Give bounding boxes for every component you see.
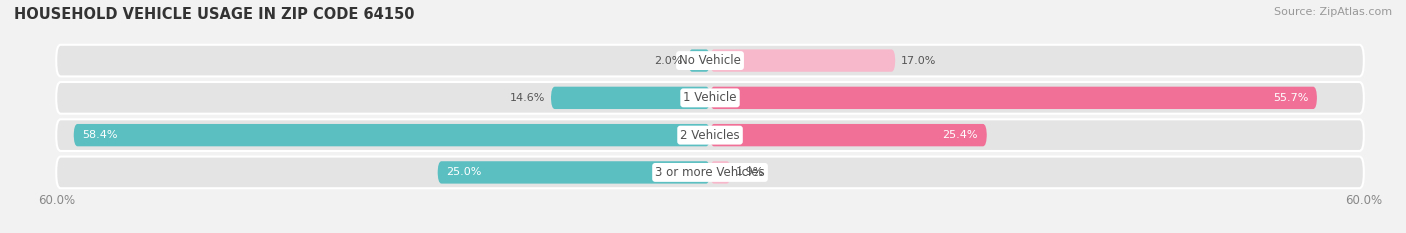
FancyBboxPatch shape	[73, 124, 710, 146]
Text: HOUSEHOLD VEHICLE USAGE IN ZIP CODE 64150: HOUSEHOLD VEHICLE USAGE IN ZIP CODE 6415…	[14, 7, 415, 22]
Text: Source: ZipAtlas.com: Source: ZipAtlas.com	[1274, 7, 1392, 17]
Text: 1 Vehicle: 1 Vehicle	[683, 91, 737, 104]
Text: 1.9%: 1.9%	[737, 168, 765, 177]
FancyBboxPatch shape	[56, 157, 1364, 188]
FancyBboxPatch shape	[56, 82, 1364, 114]
FancyBboxPatch shape	[551, 87, 710, 109]
FancyBboxPatch shape	[710, 87, 1317, 109]
FancyBboxPatch shape	[56, 45, 1364, 76]
FancyBboxPatch shape	[56, 119, 1364, 151]
Text: 14.6%: 14.6%	[510, 93, 546, 103]
Text: 2 Vehicles: 2 Vehicles	[681, 129, 740, 142]
Text: 58.4%: 58.4%	[83, 130, 118, 140]
FancyBboxPatch shape	[689, 49, 710, 72]
Text: 17.0%: 17.0%	[901, 56, 936, 65]
Text: 2.0%: 2.0%	[654, 56, 683, 65]
Text: No Vehicle: No Vehicle	[679, 54, 741, 67]
Text: 55.7%: 55.7%	[1272, 93, 1308, 103]
FancyBboxPatch shape	[710, 124, 987, 146]
Text: 25.0%: 25.0%	[446, 168, 482, 177]
FancyBboxPatch shape	[437, 161, 710, 184]
FancyBboxPatch shape	[710, 49, 896, 72]
FancyBboxPatch shape	[710, 161, 731, 184]
Text: 25.4%: 25.4%	[942, 130, 979, 140]
Text: 3 or more Vehicles: 3 or more Vehicles	[655, 166, 765, 179]
